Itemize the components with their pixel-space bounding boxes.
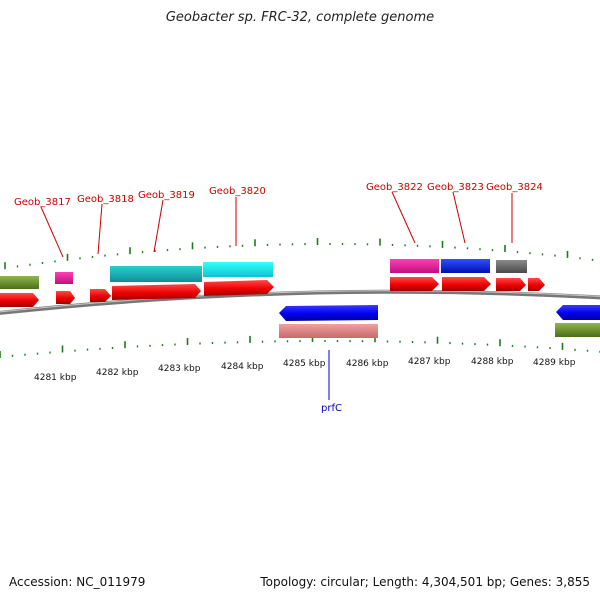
cds-forward-3818 xyxy=(90,289,111,302)
cds-forward-3817 xyxy=(56,291,75,304)
label-leaders-top xyxy=(40,191,513,258)
gene-label-geob-3817: Geob_3817 xyxy=(14,197,71,208)
gene-label-geob-3820: Geob_3820 xyxy=(209,186,266,197)
gene-label-prfC: prfC xyxy=(321,403,342,414)
cds-forward-left xyxy=(0,293,39,307)
kbp-label-4287: 4287 kbp xyxy=(408,357,451,367)
cds-forward-3819 xyxy=(112,284,201,300)
cds-reverse-right xyxy=(556,305,600,320)
gene-label-geob-3823: Geob_3823 xyxy=(427,182,484,193)
gene-label-geob-3824: Geob_3824 xyxy=(486,182,543,193)
feature-teal-3819 xyxy=(110,266,202,282)
genome-backbone-highlight xyxy=(0,290,600,313)
map-title: Geobacter sp. FRC-32, complete genome xyxy=(165,10,435,25)
kbp-label-4289: 4289 kbp xyxy=(533,358,576,368)
genome-backbone xyxy=(0,289,600,315)
kbp-label-4286: 4286 kbp xyxy=(346,359,389,369)
kbp-label-4288: 4288 kbp xyxy=(471,357,514,367)
feature-magenta-3817 xyxy=(55,272,73,284)
feature-olive-right xyxy=(555,323,600,337)
cds-reverse-prfC xyxy=(279,305,378,321)
cds-forward-3825 xyxy=(528,278,545,291)
kbp-label-4284: 4284 kbp xyxy=(221,362,264,372)
cds-forward-3822 xyxy=(390,277,439,291)
outer-tick-track xyxy=(4,238,594,270)
kbp-label-4283: 4283 kbp xyxy=(158,364,201,374)
kbp-label-4282: 4282 kbp xyxy=(96,368,139,378)
kbp-label-4281: 4281 kbp xyxy=(34,373,77,383)
genome-summary-text: Topology: circular; Length: 4,304,501 bp… xyxy=(260,575,590,589)
feature-cyan-3820 xyxy=(203,262,273,277)
feature-gray-3824 xyxy=(496,260,527,273)
feature-magenta-3822 xyxy=(390,259,439,273)
gene-label-geob-3819: Geob_3819 xyxy=(138,190,195,201)
cds-forward-3824 xyxy=(496,278,526,291)
feature-pink-prfC xyxy=(279,324,378,338)
cds-forward-3823 xyxy=(442,277,491,291)
accession-text: Accession: NC_011979 xyxy=(9,575,146,589)
gene-label-geob-3822: Geob_3822 xyxy=(366,182,423,193)
kbp-label-4285: 4285 kbp xyxy=(283,359,326,369)
feature-olive-left xyxy=(0,276,39,289)
gene-label-geob-3818: Geob_3818 xyxy=(77,194,134,205)
inner-tick-track xyxy=(0,335,600,358)
cds-forward-3820 xyxy=(204,280,274,296)
feature-blue-3823 xyxy=(441,259,490,273)
